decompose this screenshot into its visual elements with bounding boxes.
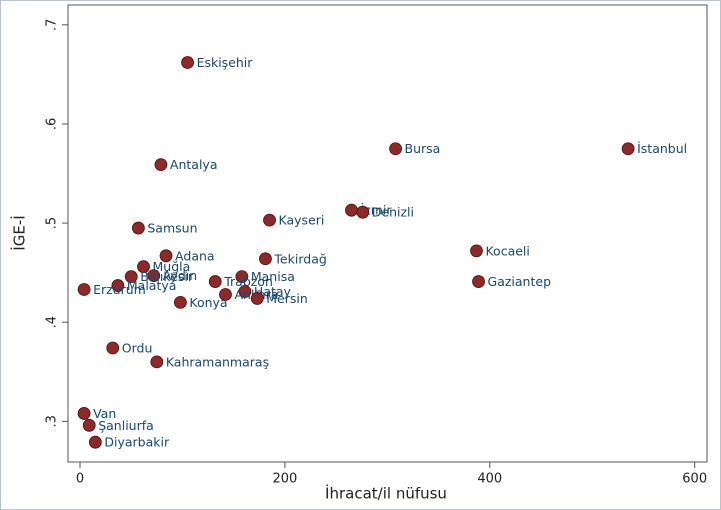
point — [77, 283, 91, 296]
point-label: Eskişehir — [197, 55, 254, 70]
point — [389, 142, 402, 156]
point-label: Ordu — [122, 340, 153, 355]
point-label: Balıkesir — [140, 269, 194, 284]
point-label: Denizli — [372, 205, 414, 220]
point-label: Samsun — [147, 221, 197, 236]
point — [219, 288, 232, 301]
point — [82, 418, 96, 432]
point — [235, 270, 249, 284]
point-label: Trabzon — [223, 274, 273, 289]
x-tick-label: 0 — [76, 472, 84, 487]
point — [621, 142, 635, 156]
point — [150, 355, 164, 369]
point — [238, 285, 252, 298]
x-tick-label: 400 — [477, 472, 502, 487]
point — [124, 270, 138, 284]
x-axis-label: İhracat/il nüfusu — [325, 484, 447, 503]
x-tick-label: 200 — [272, 472, 297, 487]
point-label: Kahramanmaraş — [166, 354, 269, 369]
point — [345, 203, 358, 217]
point — [259, 252, 272, 266]
point-label: Kocaeli — [485, 243, 529, 258]
point — [263, 213, 276, 227]
point-label: Mersin — [266, 291, 308, 306]
point-label: Malatya — [127, 278, 177, 293]
point — [472, 275, 485, 288]
point-label: Hatay — [254, 284, 292, 299]
y-tick-label: .3 — [45, 415, 60, 427]
point-label: Gaziantep — [488, 274, 552, 289]
point — [470, 244, 483, 258]
point — [147, 269, 161, 283]
point-label: Konya — [189, 295, 227, 310]
x-tick-label: 600 — [682, 472, 707, 487]
point — [88, 435, 102, 449]
point — [154, 158, 168, 172]
point — [181, 56, 194, 69]
point-label: Muğla — [153, 259, 191, 274]
point — [159, 249, 173, 263]
plot-frame — [67, 4, 708, 463]
point-label: Erzurum — [93, 282, 146, 297]
point-label: Şanliurfa — [98, 418, 154, 433]
point-label: Adana — [175, 248, 215, 263]
y-tick-label: .7 — [45, 19, 60, 31]
point — [137, 260, 150, 274]
point-label: Antalya — [170, 157, 218, 172]
point — [131, 221, 145, 235]
y-axis-label: İGE-İ — [10, 215, 29, 250]
point — [208, 275, 222, 288]
point — [250, 292, 264, 305]
point-label: Van — [93, 406, 116, 421]
point-label: Kayseri — [279, 213, 325, 228]
point-label: Diyarbakir — [104, 435, 170, 450]
point-label: Aydın — [163, 268, 197, 283]
point-label: Bursa — [405, 141, 441, 156]
point — [111, 279, 125, 292]
y-tick-label: .5 — [45, 217, 60, 229]
point — [356, 205, 370, 219]
point — [173, 295, 187, 309]
point-label: İstanbul — [637, 141, 687, 156]
point — [106, 341, 120, 355]
y-tick-label: .6 — [45, 118, 60, 130]
point-label: Tekirdağ — [273, 251, 326, 266]
point — [77, 407, 91, 420]
point-label: Manisa — [251, 269, 295, 284]
y-tick-label: .4 — [45, 316, 60, 328]
